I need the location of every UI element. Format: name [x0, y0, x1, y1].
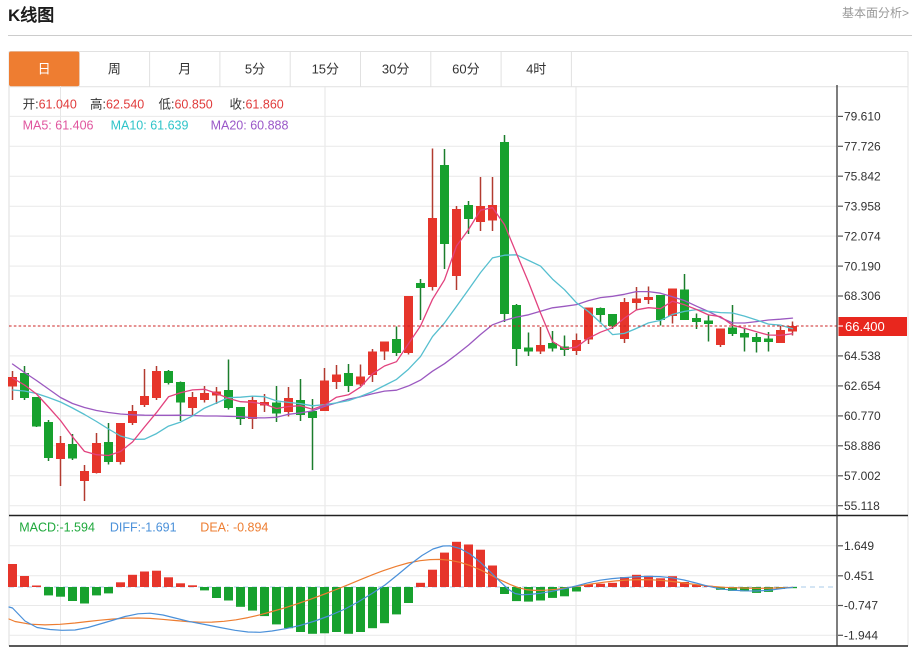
- svg-text:60.770: 60.770: [844, 409, 881, 423]
- svg-text:1.649: 1.649: [844, 539, 874, 553]
- svg-text:低:60.850: 低:60.850: [159, 98, 213, 112]
- svg-text:0.451: 0.451: [844, 569, 874, 583]
- svg-text:62.654: 62.654: [844, 379, 881, 393]
- svg-text:收:61.860: 收:61.860: [230, 98, 284, 112]
- svg-text:4时: 4时: [526, 62, 546, 77]
- svg-text:64.538: 64.538: [844, 349, 881, 363]
- svg-text:MA10: 61.639: MA10: 61.639: [111, 119, 189, 133]
- svg-text:周: 周: [108, 62, 121, 77]
- svg-text:30分: 30分: [382, 62, 409, 77]
- svg-text:DIFF:-1.691: DIFF:-1.691: [110, 521, 177, 535]
- svg-text:DEA: -0.894: DEA: -0.894: [200, 521, 268, 535]
- svg-text:77.726: 77.726: [844, 140, 881, 154]
- svg-text:-1.944: -1.944: [844, 629, 878, 643]
- svg-text:高:62.540: 高:62.540: [90, 97, 144, 112]
- svg-text:15分: 15分: [312, 62, 339, 77]
- svg-text:70.190: 70.190: [844, 259, 881, 273]
- svg-text:基本面分析>: 基本面分析>: [842, 6, 909, 20]
- svg-text:60分: 60分: [452, 62, 479, 77]
- svg-text:日: 日: [38, 62, 51, 77]
- svg-text:5分: 5分: [245, 62, 265, 77]
- svg-text:MA20: 60.888: MA20: 60.888: [211, 119, 289, 133]
- svg-text:MA5: 61.406: MA5: 61.406: [23, 119, 94, 133]
- svg-text:75.842: 75.842: [844, 169, 881, 183]
- svg-text:开:61.040: 开:61.040: [23, 98, 77, 112]
- svg-text:72.074: 72.074: [844, 229, 881, 243]
- svg-text:66.400: 66.400: [845, 319, 885, 334]
- svg-text:57.002: 57.002: [844, 469, 881, 483]
- svg-text:68.306: 68.306: [844, 289, 881, 303]
- svg-text:73.958: 73.958: [844, 199, 881, 213]
- svg-text:月: 月: [178, 62, 191, 77]
- svg-text:58.886: 58.886: [844, 439, 881, 453]
- svg-text:K线图: K线图: [8, 5, 54, 25]
- svg-text:55.118: 55.118: [844, 499, 880, 513]
- svg-text:MACD:-1.594: MACD:-1.594: [19, 521, 95, 535]
- svg-text:79.610: 79.610: [844, 110, 881, 124]
- svg-text:-0.747: -0.747: [844, 599, 878, 613]
